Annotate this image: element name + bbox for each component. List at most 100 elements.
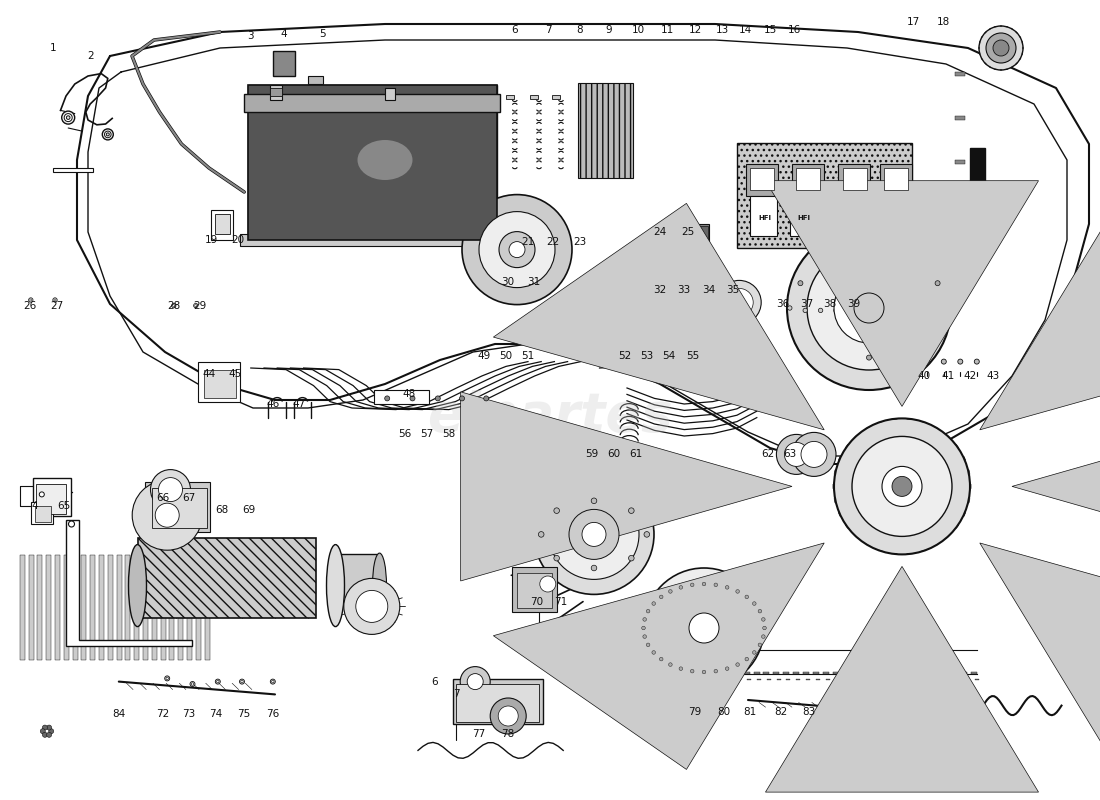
Circle shape [644,531,650,538]
Circle shape [53,298,57,302]
Circle shape [29,298,33,302]
Circle shape [132,480,202,550]
Circle shape [151,470,190,510]
Circle shape [173,305,175,306]
Bar [20,555,25,660]
Circle shape [882,466,922,506]
Bar [892,672,898,674]
Text: 46: 46 [266,399,279,409]
Circle shape [935,281,940,286]
Text: 81: 81 [744,707,757,717]
Text: 23: 23 [573,237,586,246]
Text: 4: 4 [280,29,287,38]
Text: 29: 29 [194,301,207,310]
Bar [308,76,323,84]
Circle shape [641,626,646,630]
Bar [145,482,210,532]
Bar [244,94,500,112]
Circle shape [191,683,194,685]
Bar [843,672,848,674]
Text: 44: 44 [202,370,216,379]
Circle shape [784,442,808,466]
Bar [813,672,818,674]
Circle shape [679,586,683,589]
Bar [932,672,937,674]
Circle shape [867,355,871,360]
Text: 36: 36 [777,299,790,309]
Bar [925,679,930,680]
Circle shape [807,246,931,370]
Text: 77: 77 [472,730,485,739]
Polygon shape [980,203,1100,430]
Bar [724,672,729,674]
Bar [783,672,789,674]
Circle shape [499,232,535,267]
Bar [270,88,282,96]
Bar [838,164,870,196]
Bar [152,555,157,660]
Circle shape [736,590,739,594]
Circle shape [761,618,766,622]
Text: 34: 34 [702,285,715,294]
Circle shape [669,590,672,594]
Bar [975,679,979,680]
Polygon shape [766,181,1038,406]
Text: 54: 54 [662,351,675,361]
Bar [143,555,148,660]
Bar [211,210,233,240]
Circle shape [647,610,650,613]
Circle shape [798,281,803,286]
Bar [922,672,927,674]
Circle shape [104,131,111,138]
Bar [773,672,779,674]
Bar [552,94,560,99]
Circle shape [460,666,491,697]
Circle shape [582,522,606,546]
Text: 22: 22 [547,237,560,246]
Circle shape [158,478,183,502]
Circle shape [491,698,526,734]
Bar [880,164,912,196]
Circle shape [792,432,836,476]
Bar [816,679,821,680]
Bar [694,226,708,240]
Circle shape [107,133,109,136]
Text: 61: 61 [629,450,642,459]
Bar [35,506,52,522]
Bar [530,94,538,99]
Text: 15: 15 [763,26,777,35]
Bar [955,204,965,208]
Text: 79: 79 [689,707,702,717]
Circle shape [702,670,706,674]
Circle shape [538,531,544,538]
Circle shape [725,288,754,317]
Circle shape [725,586,729,589]
Bar [73,555,78,660]
Text: 30: 30 [502,277,515,286]
Circle shape [714,583,717,586]
Bar [912,672,917,674]
Polygon shape [766,566,1038,792]
Bar [161,555,166,660]
Text: 47: 47 [293,399,306,409]
Bar [717,679,722,680]
Bar [750,168,774,190]
Circle shape [803,308,807,313]
Circle shape [172,303,176,308]
Text: 50: 50 [499,351,513,361]
Text: 13: 13 [716,26,729,35]
Circle shape [986,33,1016,63]
Circle shape [854,293,884,323]
Text: 21: 21 [521,237,535,246]
Bar [955,679,959,680]
Bar [884,168,909,190]
Bar [970,148,986,256]
Circle shape [993,40,1009,56]
Circle shape [652,602,656,606]
Ellipse shape [358,140,412,180]
Circle shape [271,679,275,684]
Bar [240,234,505,246]
Circle shape [745,595,749,598]
Circle shape [436,396,440,401]
Text: 49: 49 [477,351,491,361]
